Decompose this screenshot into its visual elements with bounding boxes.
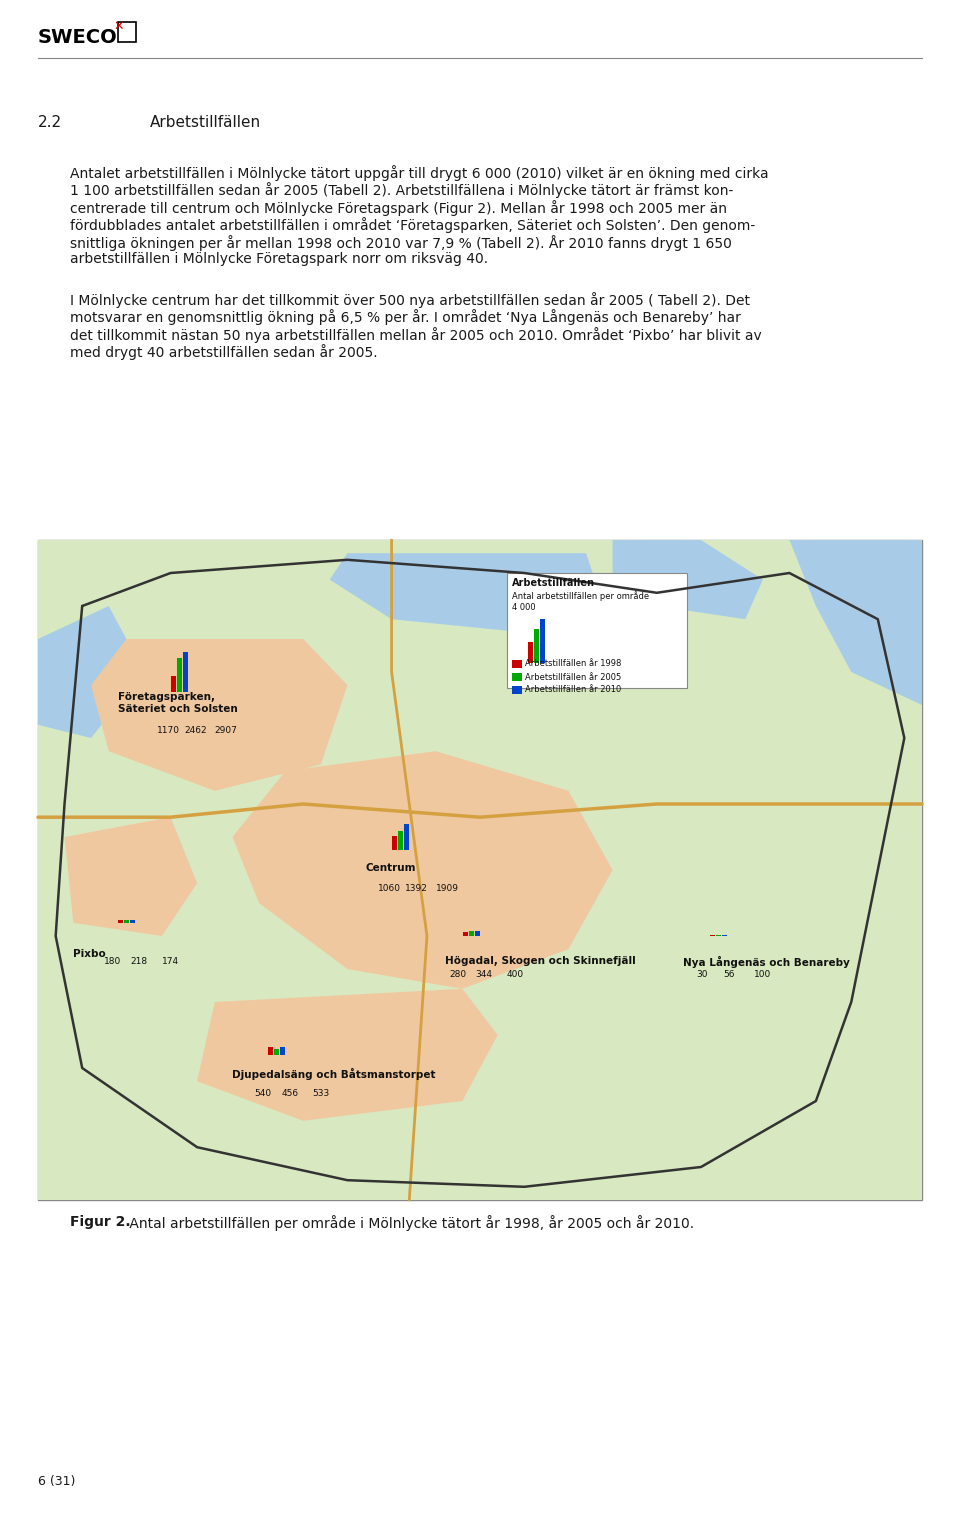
Text: 218: 218 (131, 957, 148, 966)
Text: ✕: ✕ (113, 20, 124, 34)
Polygon shape (789, 540, 922, 705)
Text: Antal arbetstillfällen per område: Antal arbetstillfällen per område (512, 591, 649, 601)
Polygon shape (38, 606, 144, 739)
Bar (474, 931, 480, 935)
Text: I Mölnlycke centrum har det tillkommit över 500 nya arbetstillfällen sedan år 20: I Mölnlycke centrum har det tillkommit ö… (70, 291, 750, 308)
Text: 1060: 1060 (378, 884, 401, 893)
Bar (280, 1047, 285, 1054)
Polygon shape (329, 554, 604, 632)
Bar (512, 661, 521, 668)
Bar (512, 673, 521, 681)
Text: arbetstillfällen i Mölnlycke Företagspark norr om riksväg 40.: arbetstillfällen i Mölnlycke Företagspar… (70, 252, 488, 267)
Text: 533: 533 (312, 1088, 329, 1097)
Text: 1392: 1392 (405, 884, 428, 893)
Text: 2907: 2907 (215, 726, 238, 734)
Bar (392, 836, 396, 850)
Polygon shape (197, 989, 497, 1120)
Bar (534, 629, 539, 662)
Text: Arbetstillfällen: Arbetstillfällen (150, 114, 261, 130)
Text: 56: 56 (723, 971, 734, 978)
Text: 2462: 2462 (184, 726, 206, 734)
Text: 540: 540 (254, 1088, 272, 1097)
Bar (130, 920, 135, 923)
Text: 180: 180 (105, 957, 122, 966)
Text: 4 000: 4 000 (512, 603, 535, 612)
Polygon shape (232, 751, 612, 989)
Text: Antalet arbetstillfällen i Mölnlycke tätort uppgår till drygt 6 000 (2010) vilke: Antalet arbetstillfällen i Mölnlycke tät… (70, 165, 769, 182)
Text: centrerade till centrum och Mölnlycke Företagspark (Figur 2). Mellan år 1998 och: centrerade till centrum och Mölnlycke Fö… (70, 200, 727, 217)
Text: 2.2: 2.2 (38, 114, 62, 130)
Text: 1909: 1909 (436, 884, 459, 893)
Text: Högadal, Skogen och Skinnefjäll: Högadal, Skogen och Skinnefjäll (444, 955, 636, 966)
Text: fördubblades antalet arbetstillfällen i området ‘Företagsparken, Säteriet och So: fördubblades antalet arbetstillfällen i … (70, 218, 756, 233)
Text: snittliga ökningen per år mellan 1998 och 2010 var 7,9 % (Tabell 2). År 2010 fan: snittliga ökningen per år mellan 1998 oc… (70, 235, 732, 250)
Bar (275, 1048, 279, 1054)
Bar (404, 824, 409, 850)
Text: 174: 174 (161, 957, 179, 966)
Text: Företagsparken,
Säteriet och Solsten: Företagsparken, Säteriet och Solsten (117, 691, 237, 714)
Bar (398, 832, 403, 850)
Polygon shape (91, 639, 348, 790)
Text: 1170: 1170 (157, 726, 180, 734)
Text: 100: 100 (754, 971, 771, 978)
FancyBboxPatch shape (507, 572, 686, 688)
Polygon shape (38, 540, 922, 1199)
Text: Figur 2.: Figur 2. (70, 1215, 131, 1228)
Bar (540, 620, 545, 662)
Text: Arbetstillfällen år 1998: Arbetstillfällen år 1998 (524, 659, 621, 668)
Bar (171, 676, 176, 691)
Text: det tillkommit nästan 50 nya arbetstillfällen mellan år 2005 och 2010. Området ‘: det tillkommit nästan 50 nya arbetstillf… (70, 327, 761, 343)
Bar (512, 687, 521, 694)
Text: Centrum: Centrum (365, 864, 416, 873)
Polygon shape (612, 540, 763, 620)
Bar (124, 920, 129, 923)
Bar (268, 1047, 274, 1054)
Text: motsvarar en genomsnittlig ökning på 6,5 % per år. I området ‘Nya Långenäs och B: motsvarar en genomsnittlig ökning på 6,5… (70, 310, 741, 325)
Text: Nya Långenäs och Benareby: Nya Långenäs och Benareby (684, 955, 851, 967)
Text: Djupedalsäng och Båtsmanstorpet: Djupedalsäng och Båtsmanstorpet (232, 1068, 436, 1080)
Text: Pixbo: Pixbo (73, 949, 107, 960)
Bar (118, 920, 123, 923)
Text: 280: 280 (449, 971, 467, 978)
Bar (468, 931, 473, 935)
Text: 1 100 arbetstillfällen sedan år 2005 (Tabell 2). Arbetstillfällena i Mölnlycke t: 1 100 arbetstillfällen sedan år 2005 (Ta… (70, 183, 733, 198)
Text: 30: 30 (697, 971, 708, 978)
Bar (177, 658, 182, 691)
Text: SWECO: SWECO (38, 27, 118, 47)
Polygon shape (64, 818, 197, 935)
Text: Antal arbetstillfällen per område i Mölnlycke tätort år 1998, år 2005 och år 201: Antal arbetstillfällen per område i Möln… (125, 1215, 694, 1231)
Bar (528, 642, 533, 662)
FancyBboxPatch shape (38, 540, 922, 1199)
Bar (463, 932, 468, 935)
Text: 456: 456 (281, 1088, 299, 1097)
Text: Arbetstillfällen år 2010: Arbetstillfällen år 2010 (524, 685, 621, 694)
Text: Arbetstillfällen år 2005: Arbetstillfällen år 2005 (524, 673, 621, 682)
Text: Arbetstillfällen: Arbetstillfällen (512, 578, 594, 588)
Text: med drygt 40 arbetstillfällen sedan år 2005.: med drygt 40 arbetstillfällen sedan år 2… (70, 345, 377, 360)
Text: 344: 344 (475, 971, 492, 978)
Text: 6 (31): 6 (31) (38, 1476, 76, 1488)
Text: 400: 400 (507, 971, 523, 978)
Bar (183, 652, 188, 691)
